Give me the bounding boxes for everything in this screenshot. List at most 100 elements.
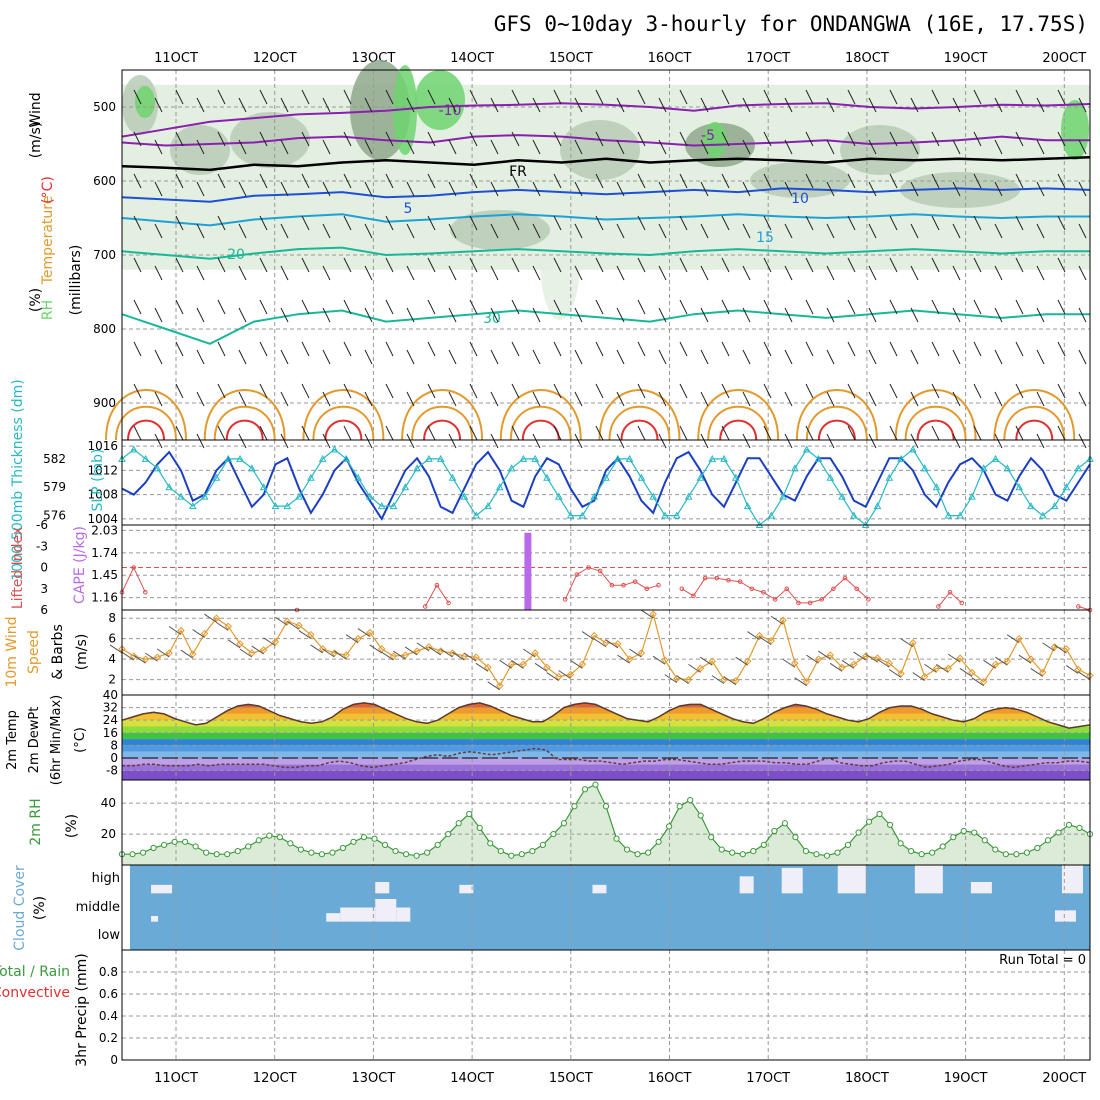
- wind-barb: [688, 663, 701, 673]
- wind-speed-marker: [1062, 645, 1071, 653]
- thickness-marker: [259, 483, 268, 491]
- upper-air-ylabel: (m/s): [28, 122, 44, 159]
- thickness-marker: [932, 483, 941, 491]
- thickness-marker: [920, 464, 929, 472]
- wind-barb: [994, 391, 1003, 407]
- wind-barb: [994, 181, 1003, 197]
- thickness-marker: [448, 473, 457, 481]
- wind-frame: [121, 609, 1091, 696]
- wind-barb: [1057, 131, 1066, 147]
- rh-marker: [245, 843, 252, 850]
- lifted-index-marker: [131, 565, 136, 570]
- cloud-segment: [375, 882, 390, 894]
- thickness-marker: [590, 492, 599, 500]
- wind-barb: [322, 349, 331, 365]
- rh-marker: [560, 820, 568, 827]
- contour-label: 30: [483, 311, 501, 327]
- rh-marker: [865, 818, 873, 825]
- wind-speed-marker: [732, 676, 740, 685]
- wind-barb: [553, 215, 562, 231]
- wind-barb: [1078, 181, 1087, 197]
- wind-speed-marker: [684, 675, 693, 684]
- wind-barb: [742, 391, 751, 407]
- rh-marker: [1013, 851, 1020, 858]
- temp-band: [122, 695, 1090, 701]
- x-tick-label-bottom: 17OCT: [746, 1071, 790, 1086]
- wind-barb: [784, 307, 793, 323]
- wind-barb: [1036, 349, 1045, 365]
- x-tick-label-bottom: 18OCT: [845, 1071, 889, 1086]
- warm-temperature-loop: [203, 389, 286, 441]
- precip-tick-label: 0.8: [99, 965, 118, 979]
- rh-marker: [413, 852, 420, 859]
- wind-barb: [469, 299, 478, 315]
- lifted-index-marker: [586, 565, 591, 570]
- temperature-contour: [121, 309, 1090, 345]
- rh-marker: [182, 838, 189, 845]
- wind-barb: [742, 223, 751, 239]
- temp-ylabel: (6hr Min/Max): [49, 695, 64, 785]
- run-total-label: Run Total = 0: [999, 953, 1086, 968]
- lifted-index-tick-label: 3: [40, 582, 48, 596]
- temp-band: [122, 757, 1090, 765]
- wind-barb: [168, 626, 182, 635]
- wind-barb: [532, 307, 541, 323]
- wind-barb: [364, 391, 373, 407]
- thickness-marker: [684, 492, 693, 500]
- wind-barb: [1036, 181, 1045, 197]
- wind-barb: [416, 642, 430, 652]
- wind-barb: [595, 215, 604, 231]
- cloud-segment: [970, 882, 992, 894]
- wind-barb: [448, 139, 457, 155]
- warm-temperature-loop: [509, 405, 572, 441]
- wind-barb: [154, 139, 163, 155]
- wind-barb: [301, 425, 310, 441]
- temperature-contour: [121, 134, 1090, 147]
- cloud-segment: [396, 907, 411, 922]
- lifted-index-marker: [947, 589, 953, 595]
- wind-barb: [217, 131, 226, 147]
- wind-barb: [301, 383, 310, 399]
- wind-barb: [511, 131, 520, 147]
- wind-barb: [553, 131, 562, 147]
- wind-barb: [889, 89, 898, 105]
- wind-barb: [280, 307, 289, 323]
- wind-barb: [868, 265, 877, 281]
- temp-band: [122, 751, 1090, 758]
- upper-air-ylabel: Wind: [28, 92, 44, 127]
- wind-barb: [806, 654, 819, 664]
- thickness-marker: [944, 511, 953, 519]
- wind-barb: [1036, 307, 1045, 323]
- wind-speed-marker: [921, 672, 929, 681]
- wind-barb: [952, 139, 961, 155]
- wind-barb: [595, 341, 604, 357]
- cloud-unit-label: (%): [32, 896, 48, 920]
- wind-barb: [574, 307, 583, 323]
- wind-barb: [280, 349, 289, 365]
- thickness-marker: [767, 511, 776, 519]
- rh-marker: [402, 851, 410, 858]
- wind-barb: [868, 181, 877, 197]
- wind-barb: [427, 341, 436, 357]
- wind-barb: [763, 299, 772, 315]
- wind-speed-marker: [342, 651, 351, 659]
- rh-marker: [1065, 821, 1073, 828]
- lifted-index-tick-label: 6: [40, 603, 48, 617]
- wind-barb: [532, 349, 541, 365]
- wind-barb: [546, 672, 560, 681]
- thickness-marker: [283, 502, 292, 510]
- warm-temperature-loop: [1003, 405, 1066, 441]
- warm-temperature-loop: [127, 419, 165, 441]
- slp-tick-label: 1004: [87, 512, 118, 526]
- rh-marker: [1055, 829, 1062, 836]
- thickness-marker: [295, 492, 303, 500]
- thickness-marker: [330, 445, 339, 453]
- wind-barb: [1015, 215, 1024, 231]
- thickness-marker: [873, 502, 882, 510]
- wind-barb: [532, 97, 541, 113]
- wind-barb: [805, 215, 814, 231]
- wind-speed-marker: [366, 628, 374, 637]
- lifted-index-marker: [772, 597, 778, 602]
- rh-marker: [1023, 849, 1030, 856]
- wind-barb: [574, 265, 583, 281]
